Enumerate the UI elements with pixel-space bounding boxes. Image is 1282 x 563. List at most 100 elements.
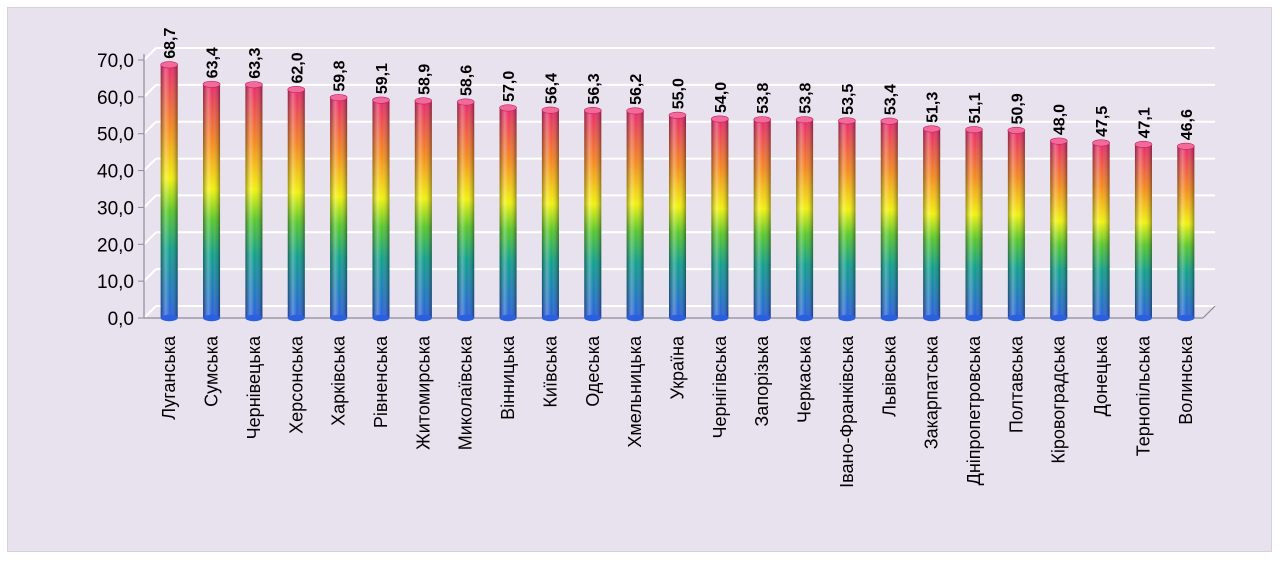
bar-cap: [245, 81, 263, 89]
bar-base: [584, 314, 602, 322]
bar: [287, 85, 306, 322]
bar-base: [1050, 314, 1068, 322]
category-label: Дніпропетровська: [964, 335, 984, 485]
bar-value-label: 50,9: [1009, 93, 1026, 124]
bar-base: [330, 314, 348, 322]
category-label: Кіровоградська: [1049, 335, 1069, 464]
bar-value-label: 46,6: [1179, 109, 1196, 140]
bar-base: [965, 314, 983, 322]
bar-value-label: 47,5: [1094, 106, 1111, 137]
bar: [1092, 139, 1110, 322]
bar-value-label: 59,8: [332, 60, 349, 91]
bar-value-label: 53,8: [798, 82, 815, 113]
category-label: Житомирська: [413, 335, 433, 450]
bar-shading: [965, 129, 983, 318]
bar-value-label: 58,9: [416, 64, 433, 95]
y-tick-label: 70,0: [97, 51, 134, 72]
gridline-side: [143, 194, 157, 209]
gridline-side: [143, 84, 157, 98]
category-label: Запорізька: [752, 335, 772, 427]
bar-shading: [711, 118, 729, 318]
bar-base: [838, 314, 856, 322]
gridline-side: [143, 157, 157, 172]
category-label: Рівненська: [371, 335, 391, 428]
bar-cap: [287, 85, 306, 93]
bar: [753, 116, 772, 322]
bar: [965, 126, 983, 322]
bar-base: [287, 314, 305, 322]
gridline-side: [143, 121, 157, 135]
y-tick-label: 10,0: [97, 272, 134, 293]
bar: [1007, 126, 1026, 322]
bar-shading: [457, 102, 475, 318]
bar-value-label: 56,3: [586, 73, 603, 104]
labels-layer: 68,7 Луганська 63,4 Сумська 63,3 Чернівецька 6…: [159, 28, 1196, 488]
bar-shading: [880, 121, 898, 318]
bar: [1049, 137, 1068, 322]
bar: [583, 106, 602, 322]
bar-cap: [711, 115, 729, 123]
bar-base: [1092, 314, 1110, 322]
bar-cap: [795, 116, 814, 124]
bar: [711, 115, 729, 322]
category-label: Київська: [540, 335, 560, 408]
y-tick-label: 30,0: [97, 198, 134, 219]
bar-shading: [160, 64, 178, 318]
category-label: Тернопільська: [1133, 335, 1153, 456]
bar: [372, 96, 390, 322]
category-label: Луганська: [159, 335, 179, 420]
bar-base: [499, 314, 517, 322]
category-label: Чернігівська: [710, 335, 730, 439]
bar-shading: [330, 97, 348, 318]
bar-base: [1177, 314, 1195, 322]
bar-cap: [202, 80, 221, 88]
bar-base: [711, 314, 729, 322]
bar-shading: [1177, 146, 1195, 318]
bar-chart: 0,0 10,0 20,0 30,0 40,0 50,0 60,0 70,0 68,7 Луга…: [97, 28, 1216, 488]
bar-base: [245, 314, 263, 322]
bar-value-label: 58,6: [459, 65, 476, 96]
bar-cap: [965, 126, 983, 134]
bar-cap: [880, 117, 899, 125]
gridline-side: [143, 268, 157, 282]
bar-shading: [796, 119, 814, 318]
bar-cap: [1049, 137, 1068, 145]
bar-cap: [1177, 142, 1195, 150]
category-label: Херсонська: [286, 335, 306, 434]
category-label: Львівська: [879, 335, 899, 417]
bar-base: [1134, 314, 1152, 322]
bar-shading: [1092, 142, 1110, 318]
bars-layer: [160, 61, 1195, 322]
bar-shading: [626, 110, 644, 318]
bar-value-label: 63,3: [247, 47, 264, 78]
category-label: Україна: [668, 335, 688, 399]
category-label: Волинська: [1176, 335, 1196, 425]
bar-shading: [499, 107, 517, 319]
bar: [202, 80, 221, 322]
bar-base: [203, 314, 221, 322]
bar-base: [796, 314, 814, 322]
y-tick-label: 60,0: [97, 88, 134, 109]
bar: [1177, 142, 1195, 322]
x-axis-depth-line: [1202, 305, 1216, 319]
category-label: Чернівецька: [244, 335, 264, 439]
bar-shading: [245, 84, 263, 319]
bar-cap: [583, 106, 602, 114]
bar-shading: [203, 84, 221, 318]
bar-cap: [1134, 140, 1153, 148]
bar-cap: [372, 96, 390, 104]
bar-cap: [668, 111, 687, 119]
bar-shading: [669, 115, 686, 319]
bar-value-label: 55,0: [671, 78, 688, 109]
y-tick-label: 40,0: [97, 162, 134, 183]
category-label: Черкаська: [795, 335, 815, 423]
axis-layer: 0,0 10,0 20,0 30,0 40,0 50,0 60,0 70,0: [97, 51, 1216, 330]
bar-value-label: 56,2: [628, 74, 645, 105]
bar: [329, 94, 348, 322]
bar-base: [541, 314, 559, 322]
bar-base: [372, 314, 390, 322]
bar-base: [753, 314, 771, 322]
bar-base: [626, 314, 644, 322]
bar: [668, 111, 687, 322]
bar-cap: [1092, 139, 1110, 147]
